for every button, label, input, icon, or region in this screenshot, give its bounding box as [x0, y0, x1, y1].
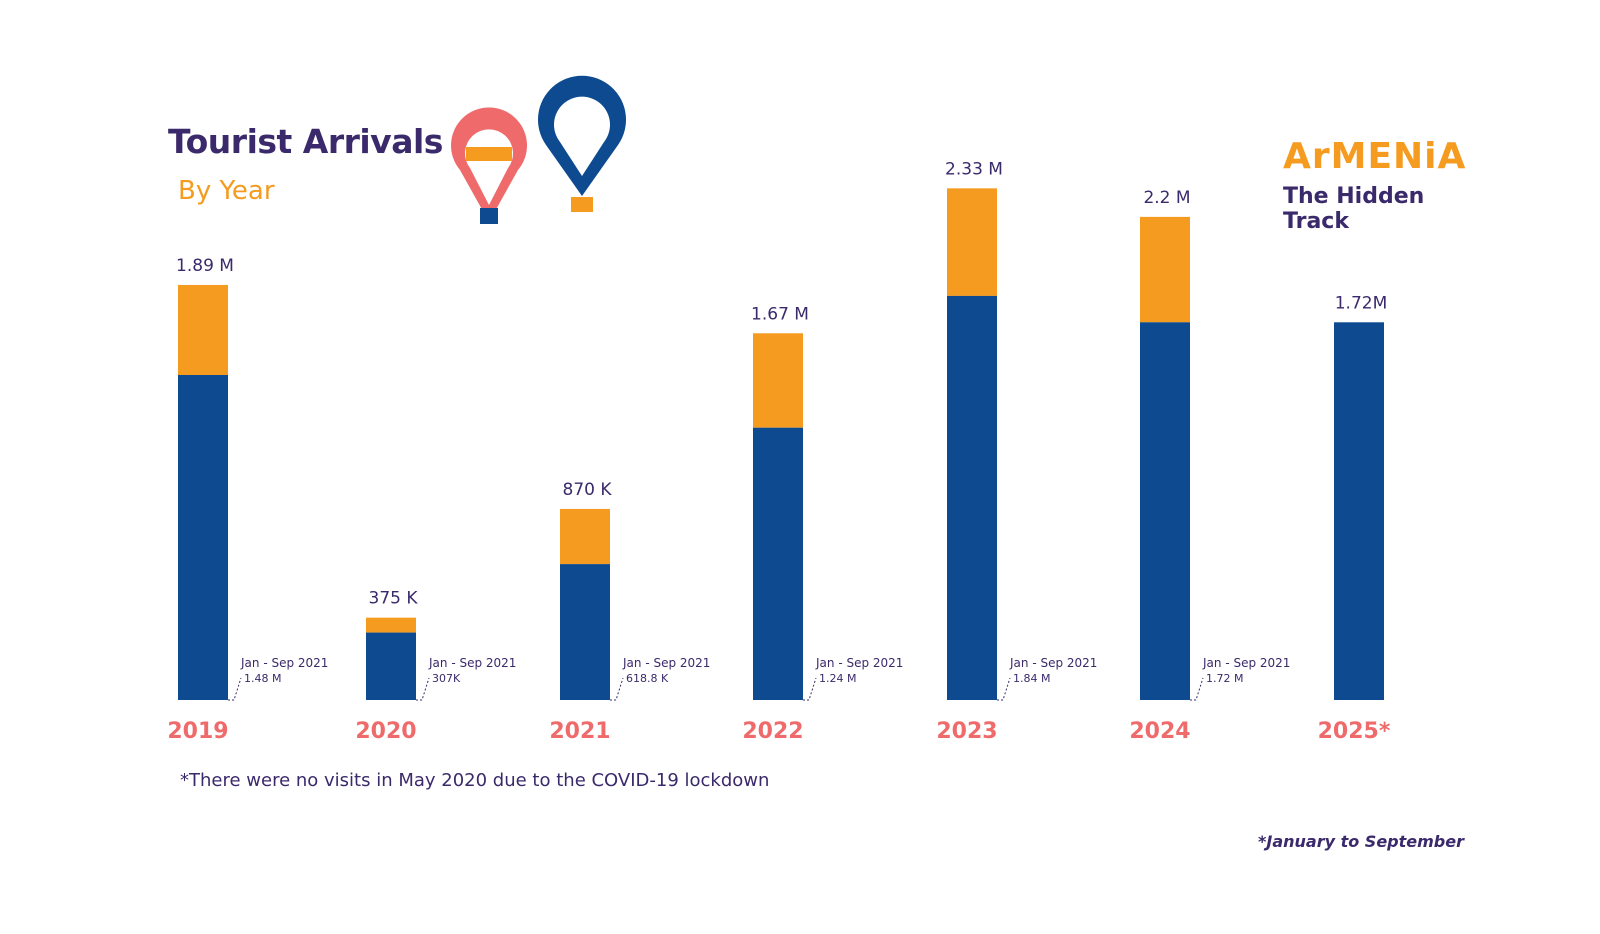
logo-tagline-line1: The Hidden: [1283, 184, 1425, 209]
balloon-blue-icon: [538, 75, 626, 212]
chart-title: Tourist Arrivals: [168, 122, 443, 161]
annotation-label: Jan - Sep 2021: [1009, 656, 1097, 670]
year-tick-label: 2025*: [1318, 719, 1391, 744]
balloon-pink-icon: [451, 107, 527, 224]
annotation-label: Jan - Sep 2021: [240, 656, 328, 670]
annotation-leader-line: [416, 677, 430, 701]
bar-jan-sep-segment: [560, 564, 610, 700]
logo-armenia: ArMENiA: [1283, 136, 1467, 177]
annotation-leader-line: [610, 677, 624, 701]
period-footnote: *January to September: [1258, 832, 1464, 851]
bar-jan-sep-segment: [366, 632, 416, 700]
chart-subtitle: By Year: [178, 176, 275, 206]
bar-jan-sep-segment: [178, 374, 228, 700]
annotation-value: 1.72 M: [1206, 672, 1243, 685]
bar-jan-sep-segment: [753, 427, 803, 700]
annotation-label: Jan - Sep 2021: [622, 656, 710, 670]
bar-remainder-segment: [947, 188, 997, 296]
total-data-label: 870 K: [563, 480, 613, 500]
bar-jan-sep-segment: [1140, 322, 1190, 700]
total-data-label: 2.33 M: [945, 159, 1003, 179]
total-data-label: 1.67 M: [751, 304, 809, 324]
year-tick-label: 2022: [742, 719, 803, 744]
logo-tagline-line2: Track: [1283, 209, 1349, 234]
bar-remainder-segment: [753, 333, 803, 428]
total-data-label: 375 K: [369, 589, 419, 609]
annotation-leader-line: [1190, 677, 1204, 701]
annotation-value: 1.24 M: [819, 672, 856, 685]
total-data-label: 1.72M: [1335, 293, 1388, 313]
annotation-value: 1.84 M: [1013, 672, 1050, 685]
annotation-leader-line: [228, 677, 242, 701]
year-tick-label: 2023: [936, 719, 997, 744]
year-tick-label: 2024: [1129, 719, 1190, 744]
annotation-label: Jan - Sep 2021: [815, 656, 903, 670]
total-data-label: 1.89 M: [176, 256, 234, 276]
year-tick-label: 2019: [167, 719, 228, 744]
total-data-label: 2.2 M: [1143, 188, 1190, 208]
annotation-value: 618.8 K: [626, 672, 669, 685]
bar-remainder-segment: [560, 508, 610, 565]
covid-footnote: *There were no visits in May 2020 due to…: [180, 770, 770, 791]
logo-tagline: The Hidden Track: [1283, 184, 1424, 234]
bar-jan-sep-segment: [947, 295, 997, 700]
year-tick-label: 2021: [549, 719, 610, 744]
bar-remainder-segment: [1140, 216, 1190, 323]
annotation-value: 1.48 M: [244, 672, 281, 685]
bar-remainder-segment: [178, 284, 228, 375]
bar-remainder-segment: [366, 617, 416, 633]
annotation-value: 307K: [432, 672, 461, 685]
annotation-leader-line: [803, 677, 817, 701]
annotation-leader-line: [997, 677, 1011, 701]
annotation-label: Jan - Sep 2021: [428, 656, 516, 670]
year-tick-label: 2020: [355, 719, 416, 744]
bar-jan-sep-segment: [1334, 322, 1384, 700]
annotation-label: Jan - Sep 2021: [1202, 656, 1290, 670]
